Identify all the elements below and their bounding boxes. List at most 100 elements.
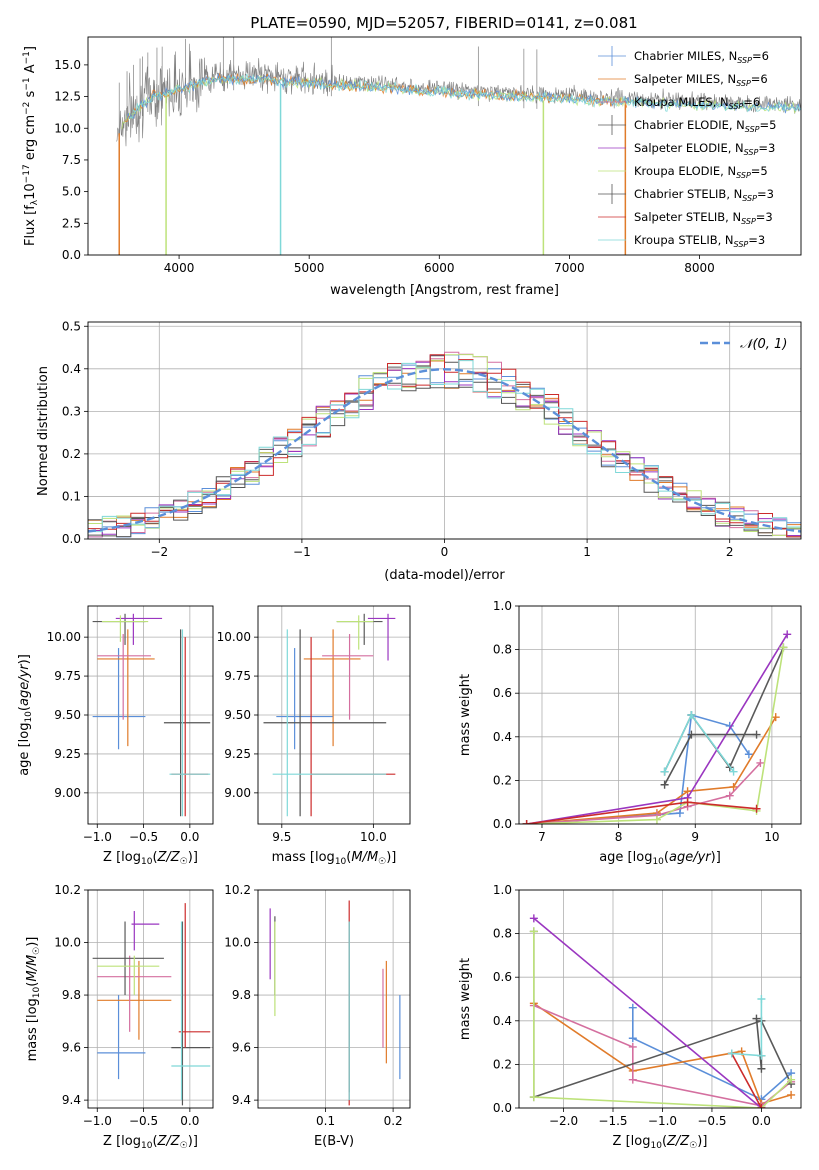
spectrum-legend-label: Chabrier ELODIE, NSSP=5 [634, 118, 776, 134]
weight_vs_Z-line-kroupa_elodie [533, 931, 792, 1108]
weight_vs_Z-axes: −2.0 −1.5 −1.0 −0.5 0.0 0.0 0.2 0.4 0.6 0.8 1.0 Z [… [458, 883, 802, 1151]
mass_vs_ebv-frame [257, 889, 411, 1109]
age_vs_mass-xtick-label: 10.0 [360, 830, 387, 844]
spectrum-xtick-label: 8000 [684, 261, 715, 275]
mass_vs_ebv-xtick-label: 0.1 [316, 1114, 335, 1128]
age_vs_mass-xtick-label: 9.5 [272, 830, 291, 844]
age_vs_Z-xtick-label: −0.5 [129, 830, 158, 844]
spectrum-xtick-label: 7000 [554, 261, 585, 275]
mass_vs_ebv-ytick-label: 10.0 [224, 936, 251, 950]
residuals-xtick-label: 2 [726, 545, 734, 559]
weight_vs_age-marker-chabrier_stelib [752, 730, 761, 739]
weight_vs_Z-line-salpeter_stelib [730, 1053, 763, 1108]
mass_vs_Z-ytick-label: 9.6 [62, 1041, 81, 1055]
spectrum-xlabel: wavelength [Angstrom, rest frame] [330, 283, 559, 298]
spectrum-legend-label: Kroupa ELODIE, NSSP=5 [634, 164, 768, 180]
age_vs_mass-ytick-label: 9.25 [224, 747, 251, 761]
weight_vs_age-marker-salpeter_elodie [783, 630, 792, 639]
weight_vs_age-marker-kroupa_miles [725, 791, 734, 800]
mass_vs_Z-ytick-label: 10.2 [54, 883, 81, 897]
age_vs_mass-ytick-label: 10.00 [217, 630, 251, 644]
weight_vs_age-marker-salpeter_stelib [522, 820, 531, 824]
spectrum-xtick-label: 5000 [294, 261, 325, 275]
weight_vs_age-ytick-label: 0.6 [493, 686, 512, 700]
weight_vs_Z-frame [518, 889, 802, 1109]
spectrum-ytick-label: 5.0 [62, 185, 81, 199]
weight_vs_Z-marker-kroupa_stelib [757, 995, 766, 1003]
weight_vs_Z-marker-salpeter_miles [787, 1090, 796, 1099]
weight_vs_Z-xtick-label: −0.5 [697, 1114, 726, 1128]
spectrum-legend-label: Salpeter STELIB, NSSP=3 [634, 210, 773, 226]
age_vs_mass-plot [263, 613, 396, 817]
weight_vs_age-line-chabrier_miles [526, 713, 750, 824]
mass_vs_Z-xlabel: Z [log10(Z/Z☉)] [103, 1134, 198, 1151]
weight_vs_Z-marker-chabrier_stelib [752, 1014, 761, 1023]
mass_vs_Z-ylabel: mass [log10(M/M☉)] [25, 937, 42, 1062]
age_vs_Z-ylabel: age [log10(age/yr)] [17, 654, 34, 776]
spectrum-legend-label: Chabrier STELIB, NSSP=3 [634, 187, 774, 203]
weight_vs_age-marker-chabrier_stelib [660, 780, 669, 789]
spectrum-ytick-label: 7.5 [62, 153, 81, 167]
mass_vs_ebv-xlabel: E(B-V) [314, 1134, 354, 1149]
mass_vs_Z-xtick-label: 0.0 [180, 1114, 199, 1128]
residuals-ytick-label: 0.4 [62, 362, 81, 376]
weight_vs_age-frame [518, 605, 802, 825]
weight_vs_Z-ylabel: mass weight [458, 958, 473, 1040]
age_vs_Z-xtick-label: −1.0 [83, 830, 112, 844]
weight_vs_Z-xtick-label: −2.0 [549, 1114, 578, 1128]
weight_vs_age-axes: 7 8 9 10 0.0 0.2 0.4 0.6 0.8 1.0 age [log10(age/yr… [458, 599, 802, 867]
residuals-hist-salpeter_stelib [88, 354, 801, 538]
weight_vs_Z-xlabel: Z [log10(Z/Z☉)] [613, 1134, 708, 1151]
age_vs_Z-ytick-label: 9.50 [54, 708, 81, 722]
weight_vs_Z-ytick-label: 0.4 [493, 1014, 512, 1028]
residuals-axes: −2 −1 0 1 2 0.0 0.1 0.2 0.3 0.4 0.5 𝒩(0, 1) (data-mo… [36, 319, 802, 583]
weight_vs_age-marker-chabrier_miles [744, 750, 753, 759]
weight_vs_Z-ytick-label: 0.2 [493, 1057, 512, 1071]
spectrum-ytick-label: 15.0 [54, 58, 81, 72]
weight_vs_age-xtick-label: 9 [691, 830, 699, 844]
age_vs_mass-axes: 9.5 10.0 9.00 9.25 9.50 9.75 10.00 mass [log10(… [217, 605, 411, 867]
spectrum-legend-label: Kroupa MILES, NSSP=6 [634, 95, 760, 111]
residuals-ytick-label: 0.5 [62, 319, 81, 333]
weight_vs_Z-marker-chabrier_miles [628, 1003, 637, 1012]
residuals-gaussian-curve [88, 368, 801, 533]
weight_vs_Z-xtick-label: −1.5 [598, 1114, 627, 1128]
weight_vs_age-marker-kroupa_stelib [729, 767, 738, 776]
mass_vs_ebv-plot [269, 900, 401, 1106]
spectrum-legend-label: Chabrier MILES, NSSP=6 [634, 49, 769, 65]
age_vs_mass-xlabel: mass [log10(M/M☉)] [272, 850, 397, 867]
spectrum-legend: Chabrier MILES, NSSP=6 Salpeter MILES, NS… [598, 46, 776, 249]
weight_vs_age-line-salpeter_elodie [526, 633, 788, 824]
mass_vs_Z-frame [87, 889, 214, 1109]
spectrum-ytick-label: 12.5 [54, 90, 81, 104]
age_vs_mass-ytick-label: 9.00 [224, 786, 251, 800]
weight_vs_age-marker-chabrier_stelib [687, 730, 696, 739]
weight_vs_age-ytick-label: 0.2 [493, 773, 512, 787]
weight_vs_age-marker-chabrier_miles [675, 809, 684, 818]
residuals-xtick-label: −2 [150, 545, 168, 559]
weight_vs_Z-marker-kroupa_elodie [787, 1075, 796, 1084]
age_vs_Z-ytick-label: 9.00 [54, 786, 81, 800]
spectrum-legend-label: Salpeter MILES, NSSP=6 [634, 72, 768, 88]
residuals-xlabel: (data-model)/error [384, 568, 505, 583]
residuals-ytick-label: 0.2 [62, 447, 81, 461]
weight_vs_age-marker-kroupa_elodie [652, 815, 661, 824]
mass_vs_ebv-xtick-label: 0.2 [384, 1114, 403, 1128]
age_vs_Z-ytick-label: 9.75 [54, 669, 81, 683]
weight_vs_Z-ytick-label: 0.0 [493, 1101, 512, 1115]
age_vs_mass-frame [257, 605, 411, 825]
weight_vs_Z-ytick-label: 1.0 [493, 883, 512, 897]
weight_vs_age-plot [522, 630, 792, 824]
mass_vs_ebv-ytick-label: 9.8 [232, 988, 251, 1002]
residuals-ytick-label: 0.3 [62, 404, 81, 418]
weight_vs_age-ytick-label: 1.0 [493, 599, 512, 613]
weight_vs_age-line-kroupa_elodie [526, 647, 785, 824]
weight_vs_age-marker-kroupa_miles [756, 758, 765, 767]
mass_vs_ebv-axes: 0.1 0.2 9.4 9.6 9.8 10.0 10.2 E(B-V) [224, 883, 411, 1149]
weight_vs_age-xtick-label: 10 [764, 830, 779, 844]
weight_vs_Z-line-chabrier_miles [632, 1007, 792, 1101]
age_vs_Z-ytick-label: 9.25 [54, 747, 81, 761]
weight_vs_age-marker-kroupa_stelib [687, 711, 696, 719]
weight_vs_Z-plot [529, 914, 796, 1108]
